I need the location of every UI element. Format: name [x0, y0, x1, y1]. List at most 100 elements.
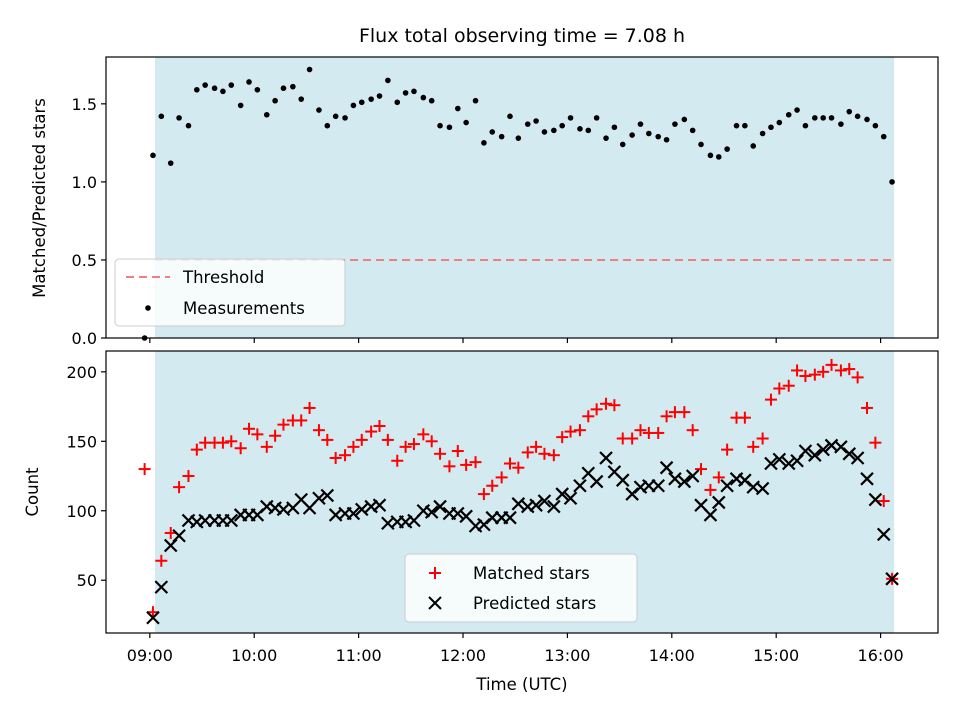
y-tick-label: 1.0: [72, 173, 97, 192]
measurement-point: [428, 97, 435, 104]
measurement-point: [358, 99, 365, 106]
matched-star-point: [460, 458, 473, 471]
top-panel: 0.0 0.5 1.0 1.5 Matched/Predicted stars Thr…: [30, 56, 939, 348]
measurement-point: [280, 85, 287, 92]
matched-star-point: [564, 425, 577, 438]
matched-star-point: [381, 433, 394, 446]
matched-star-point: [791, 364, 804, 377]
predicted-star-point: [712, 495, 726, 510]
matched-star-point: [451, 445, 464, 458]
matched-star-point: [347, 440, 360, 453]
matched-star-point: [782, 379, 795, 392]
predicted-star-point: [808, 448, 822, 462]
predicted-star-point: [816, 442, 830, 457]
bottom-legend: Matched stars Predicted stars: [404, 553, 638, 623]
predicted-star-point: [433, 499, 447, 514]
predicted-star-point: [320, 488, 335, 503]
measurement-point: [846, 108, 853, 115]
matched-star-point: [547, 449, 560, 462]
measurement-point: [646, 130, 652, 137]
measurement-point: [402, 90, 409, 96]
measurement-point: [158, 113, 165, 120]
predicted-star-point: [224, 513, 239, 528]
measurement-point: [637, 121, 644, 127]
measurement-point: [454, 105, 461, 112]
predicted-star-point: [154, 580, 169, 594]
matched-star-point: [825, 358, 838, 371]
matched-star-point: [339, 449, 352, 462]
measurement-point: [254, 86, 261, 93]
matched-star-point: [243, 422, 256, 435]
top-axes-frame: [105, 56, 939, 339]
measurement-point: [472, 97, 479, 104]
matched-star-point: [303, 401, 316, 414]
matched-star-point: [138, 463, 151, 476]
measurement-point: [698, 141, 704, 148]
matched-star-point: [417, 428, 430, 441]
matched-star-point: [817, 365, 830, 378]
y-tick-label: 50: [77, 571, 97, 590]
matched-star-point: [530, 440, 543, 453]
measurement-point: [707, 152, 714, 159]
measurement-point: [411, 88, 417, 95]
predicted-star-point: [615, 473, 630, 487]
predicted-star-point: [589, 474, 604, 489]
matched-star-point: [477, 488, 490, 501]
y-tick-label: 150: [66, 432, 97, 451]
predicted-star-point: [555, 487, 569, 501]
measurement-point: [854, 113, 861, 120]
matched-star-point: [600, 397, 613, 410]
measurement-point: [750, 143, 757, 149]
measurement-point: [489, 129, 496, 135]
predicted-star-point: [372, 498, 387, 512]
matched-star-point: [277, 418, 290, 431]
measurement-point: [880, 133, 887, 140]
matched-star-point: [590, 403, 603, 416]
matched-star-point: [355, 433, 368, 446]
measurement-point: [263, 111, 270, 118]
predicted-star-point: [659, 460, 674, 475]
measurement-point: [290, 83, 296, 90]
measurement-point: [567, 115, 574, 121]
matched-star-point: [877, 495, 890, 508]
top-legend-box: [114, 258, 346, 327]
measurement-point: [524, 121, 531, 127]
matched-star-point: [512, 461, 525, 474]
legend-measurements-swatch: [145, 305, 151, 311]
measurement-point: [776, 119, 783, 126]
x-axis-label: Time (UTC): [475, 675, 567, 694]
measurement-point: [316, 107, 322, 113]
y-tick-label: 1.5: [72, 95, 97, 114]
measurement-point: [211, 85, 218, 92]
predicted-star-point: [703, 508, 718, 522]
matched-star-point: [312, 424, 325, 437]
predicted-star-point: [312, 491, 326, 506]
matched-star-point: [626, 432, 639, 445]
measurement-point: [194, 86, 200, 93]
predicted-star-point: [424, 505, 439, 519]
measurement-point: [446, 124, 453, 131]
predicted-star-point: [573, 478, 587, 493]
measurement-point: [864, 116, 870, 123]
measurement-point: [742, 122, 748, 129]
predicted-star-point: [876, 527, 891, 542]
measurement-point: [672, 121, 678, 127]
matched-star-point: [190, 443, 203, 456]
predicted-star-point: [868, 492, 883, 507]
matched-star-point: [799, 370, 812, 383]
measurement-point: [150, 152, 156, 159]
matched-star-point: [738, 411, 751, 424]
measurement-point: [828, 115, 835, 121]
measurement-point: [759, 130, 766, 137]
measurement-point: [394, 99, 401, 106]
predicted-star-point: [668, 472, 682, 486]
measurement-point: [167, 160, 174, 166]
bottom-points: [138, 358, 899, 625]
matched-star-point: [704, 483, 717, 496]
predicted-star-point: [781, 456, 796, 471]
predicted-star-point: [764, 456, 778, 471]
x-tick-label: 12:00: [440, 646, 486, 665]
matched-star-point: [155, 554, 168, 567]
measurement-point: [619, 141, 626, 148]
y-tick-label: 200: [66, 363, 97, 382]
